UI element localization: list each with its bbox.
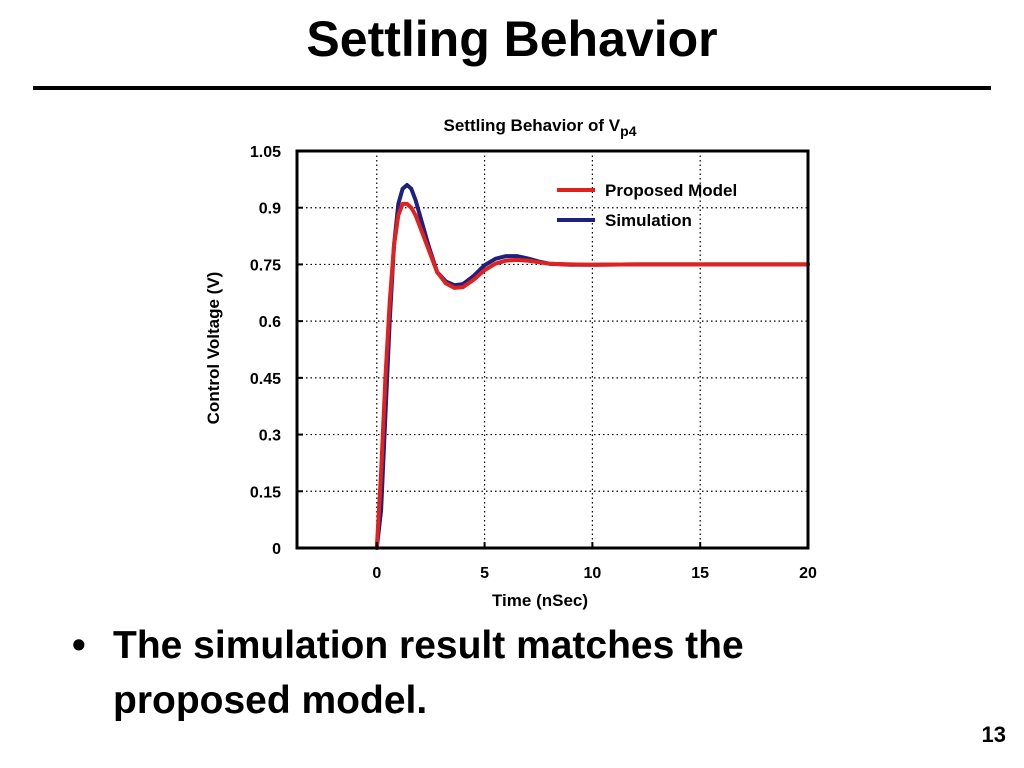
x-tick-label: 20: [799, 565, 817, 582]
y-axis-label: Control Voltage (V): [204, 272, 223, 425]
page-number: 13: [981, 722, 1006, 747]
y-tick-label: 1.05: [250, 144, 281, 161]
y-tick-label: 0.9: [259, 201, 281, 218]
title-divider: [33, 86, 991, 90]
y-tick-label: 0.45: [250, 371, 281, 388]
y-tick-label: 0.6: [259, 314, 281, 331]
series-line-proposed-model: [374, 201, 810, 550]
y-tick-label: 0: [272, 541, 281, 558]
x-tick-label: 5: [480, 565, 489, 582]
x-tick-label: 10: [583, 565, 601, 582]
plot-frame: [295, 149, 810, 550]
x-axis-label: Time (nSec): [492, 591, 588, 610]
slide-title: Settling Behavior: [306, 11, 718, 67]
bullet-text: The simulation result matches the propos…: [113, 624, 744, 722]
legend-label: Simulation: [605, 211, 692, 230]
x-tick-label: 15: [691, 565, 709, 582]
x-tick-label: 0: [372, 565, 381, 582]
y-tick-label: 0.75: [250, 257, 281, 274]
legend-label: Proposed Model: [605, 181, 737, 200]
bullet-dot: •: [72, 624, 86, 667]
chart-title: Settling Behavior of Vp4: [444, 116, 637, 139]
y-tick-label: 0.15: [250, 484, 281, 501]
settling-chart: Settling Behavior of Vp4 0 5 10 15 20 0 0.15 0.3…: [204, 116, 817, 610]
y-tick-label: 0.3: [259, 428, 281, 445]
